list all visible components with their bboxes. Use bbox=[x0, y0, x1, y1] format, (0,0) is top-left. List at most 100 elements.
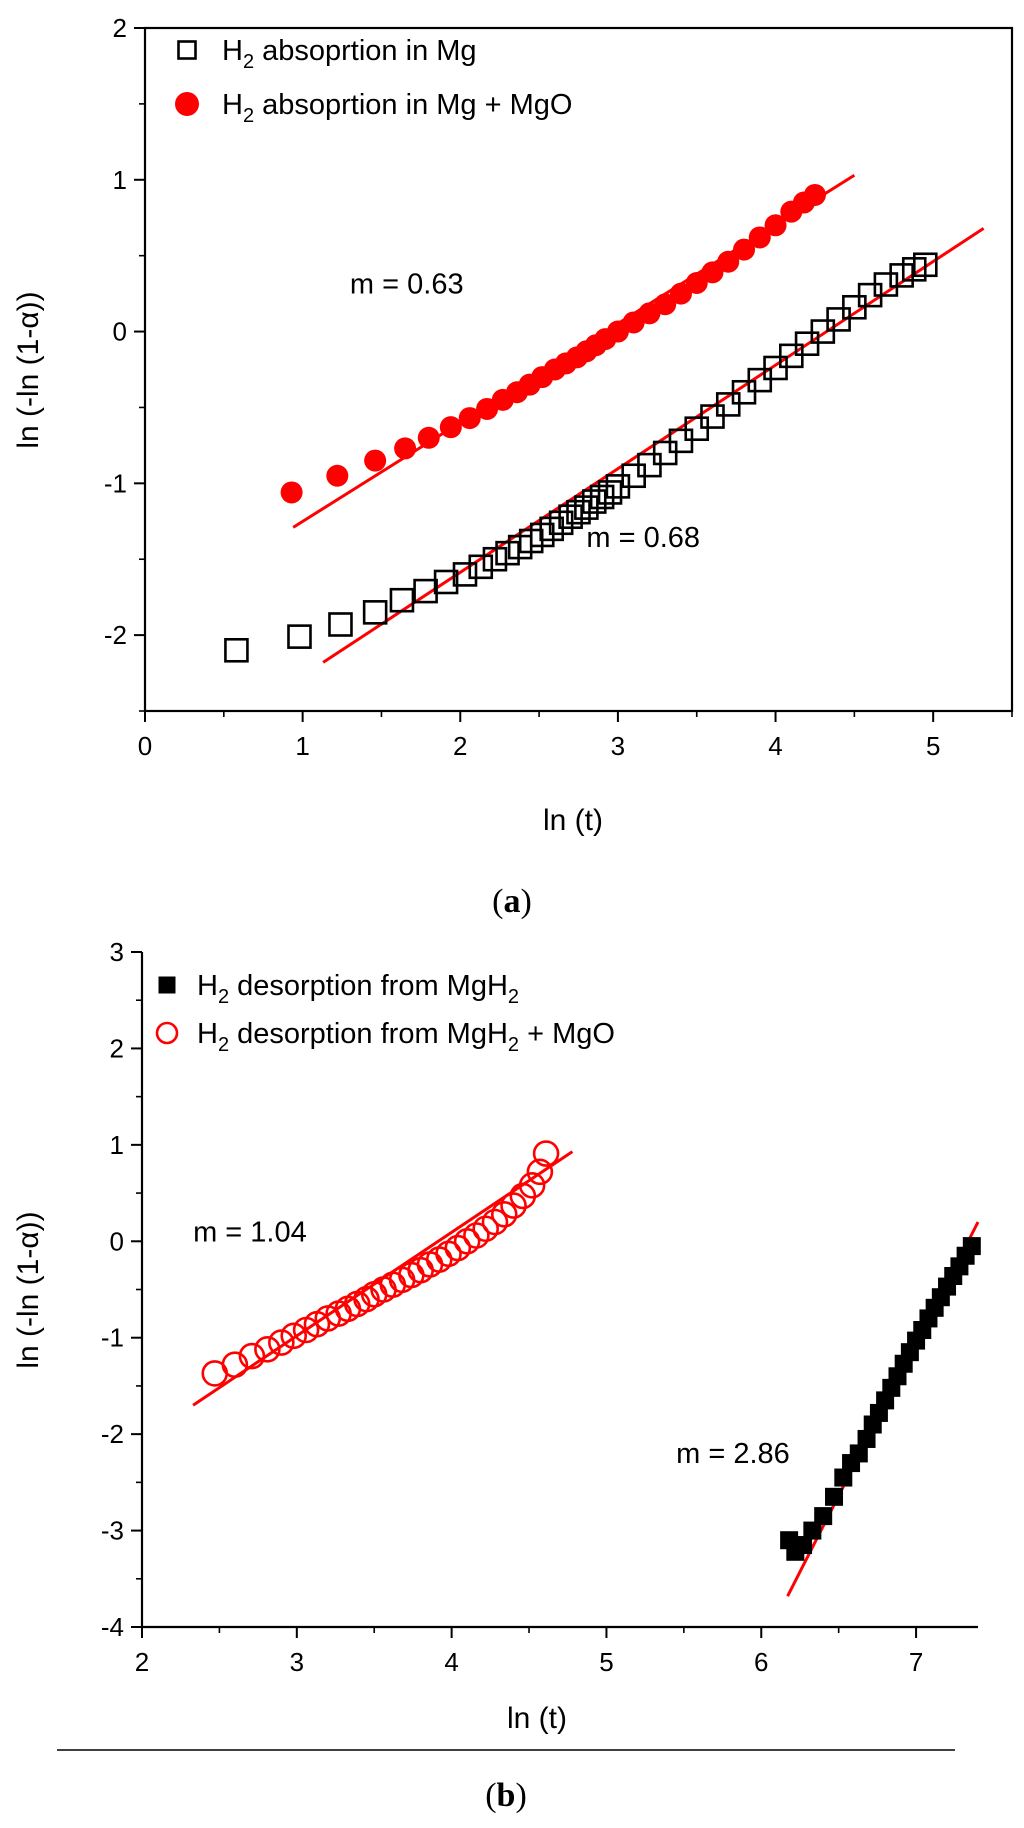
data-point bbox=[518, 1172, 546, 1199]
axis-ticks-a: 0 1 2 3 4 5 -2 -1 0 1 2 bbox=[104, 13, 1013, 761]
data-point bbox=[280, 1322, 308, 1350]
legend-b: H2 desorption from MgH2 H2 desorption fro… bbox=[155, 970, 615, 1056]
data-point bbox=[701, 261, 724, 284]
data-point bbox=[912, 252, 938, 278]
y-tick-label: 1 bbox=[110, 1130, 124, 1160]
x-tick-label: 3 bbox=[611, 731, 625, 761]
x-tick-label: 2 bbox=[135, 1647, 149, 1677]
x-tick-label: 0 bbox=[138, 731, 152, 761]
y-tick-label: 3 bbox=[110, 937, 124, 967]
x-tick-label: 4 bbox=[768, 731, 782, 761]
panel-label-b: (b) bbox=[485, 1777, 527, 1814]
x-tick-label: 7 bbox=[909, 1647, 923, 1677]
data-point bbox=[490, 1200, 518, 1228]
series-h2-absorption-mg bbox=[224, 252, 938, 663]
panel-a: 0 1 2 3 4 5 -2 -1 0 1 2 m = 0.63 m = 0.68 H2 absopr… bbox=[12, 13, 1014, 920]
axis-ticks-b: 2 3 4 5 6 7 -4 -3 -2 -1 0 1 2 3 bbox=[101, 937, 923, 1677]
data-point bbox=[433, 569, 459, 595]
data-point bbox=[224, 637, 249, 663]
data-point bbox=[500, 1192, 527, 1219]
data-point bbox=[287, 624, 312, 649]
y-tick-label: -4 bbox=[101, 1612, 124, 1642]
data-point bbox=[834, 1468, 853, 1487]
data-point bbox=[280, 481, 303, 504]
data-point bbox=[394, 437, 417, 460]
data-point bbox=[362, 600, 388, 625]
data-point bbox=[328, 612, 353, 637]
data-point bbox=[814, 1507, 833, 1526]
plot-frame-a bbox=[143, 26, 1014, 713]
legend-marker bbox=[177, 40, 197, 60]
data-point bbox=[581, 489, 607, 514]
data-point bbox=[558, 504, 583, 530]
data-point bbox=[472, 1215, 499, 1243]
panel-b: 2 3 4 5 6 7 -4 -3 -2 -1 0 1 2 3 m = 1.04 m = 2.86 H2 d… bbox=[12, 937, 981, 1814]
axis-lines-b bbox=[140, 952, 978, 1629]
x-tick-label: 5 bbox=[599, 1647, 613, 1677]
data-point bbox=[221, 1351, 249, 1379]
data-point bbox=[444, 1234, 472, 1262]
data-point bbox=[463, 1222, 490, 1249]
legend-marker bbox=[155, 1021, 179, 1045]
fit-lines-b bbox=[192, 1150, 980, 1597]
legend-marker bbox=[175, 92, 199, 116]
x-tick-label: 4 bbox=[444, 1647, 458, 1677]
y-tick-label: -2 bbox=[101, 1419, 124, 1449]
data-point bbox=[597, 480, 623, 505]
legend-a: H2 absoprtion in Mg H2 absoprtion in Mg +… bbox=[175, 35, 572, 127]
y-axis-title-a: ln (-ln (1-α)) bbox=[12, 291, 45, 448]
data-point bbox=[481, 1208, 509, 1236]
x-tick-label: 6 bbox=[754, 1647, 768, 1677]
annotations-a: m = 0.63 m = 0.68 bbox=[350, 269, 700, 554]
data-point bbox=[849, 1444, 868, 1463]
slope-annotation: m = 1.04 bbox=[193, 1216, 307, 1248]
x-tick-label: 3 bbox=[290, 1647, 304, 1677]
data-point bbox=[495, 540, 520, 566]
data-point bbox=[794, 1536, 813, 1555]
data-point bbox=[254, 1335, 281, 1363]
x-axis-title-b: ln (t) bbox=[507, 1702, 567, 1735]
annotations-b: m = 1.04 m = 2.86 bbox=[193, 1216, 790, 1470]
data-point bbox=[532, 1140, 560, 1167]
x-tick-label: 1 bbox=[295, 731, 309, 761]
slope-annotation: m = 0.68 bbox=[586, 522, 700, 554]
legend-label: H2 absoprtion in Mg + MgO bbox=[222, 89, 572, 127]
data-point bbox=[458, 407, 481, 430]
data-point bbox=[413, 578, 438, 604]
data-point bbox=[238, 1342, 266, 1370]
y-tick-label: 0 bbox=[110, 1226, 124, 1256]
legend-label: H2 absoprtion in Mg bbox=[222, 35, 477, 73]
y-tick-label: 0 bbox=[113, 317, 127, 347]
y-tick-label: -1 bbox=[101, 1323, 124, 1353]
slope-annotation: m = 0.63 bbox=[350, 269, 464, 301]
data-point bbox=[825, 1487, 844, 1506]
series-h2-desorption-mgh2 bbox=[780, 1237, 981, 1561]
legend-label: H2 desorption from MgH2 bbox=[197, 970, 519, 1008]
data-point bbox=[889, 263, 914, 288]
data-point bbox=[803, 183, 826, 206]
x-tick-label: 5 bbox=[926, 731, 940, 761]
data-point bbox=[873, 272, 899, 297]
data-point bbox=[764, 214, 787, 237]
data-point bbox=[417, 426, 440, 449]
panel-label-a: (a) bbox=[492, 883, 532, 920]
x-tick-label: 2 bbox=[453, 731, 467, 761]
data-point bbox=[439, 416, 462, 439]
data-point bbox=[654, 293, 677, 316]
y-axis-title-b: ln (-ln (1-α)) bbox=[12, 1211, 45, 1368]
data-point bbox=[389, 587, 415, 613]
data-point bbox=[509, 1182, 537, 1210]
y-tick-label: 2 bbox=[113, 13, 127, 43]
data-point bbox=[748, 226, 771, 249]
data-point bbox=[526, 1158, 554, 1186]
data-point bbox=[482, 546, 508, 572]
x-axis-title-a: ln (t) bbox=[543, 804, 603, 837]
data-point bbox=[685, 271, 708, 294]
data-point bbox=[364, 449, 387, 472]
y-tick-label: 2 bbox=[110, 1033, 124, 1063]
slope-annotation: m = 2.86 bbox=[676, 1438, 790, 1470]
series-h2-desorption-mgh2-mgo bbox=[201, 1140, 560, 1387]
data-point bbox=[268, 1329, 295, 1356]
data-point bbox=[326, 464, 349, 487]
